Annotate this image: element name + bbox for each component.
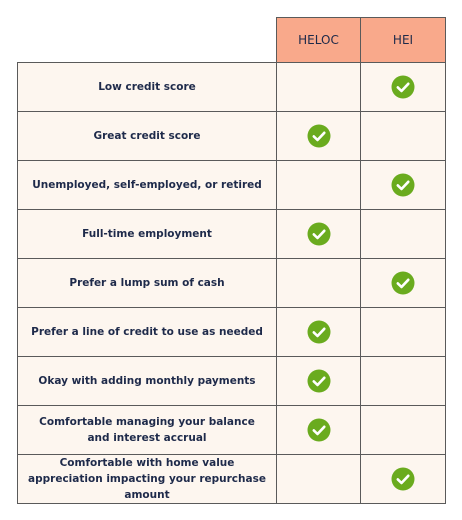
check-cell xyxy=(360,258,446,308)
table-row: Comfortable managing your balance and in… xyxy=(17,405,446,455)
check-icon xyxy=(391,271,415,295)
check-cell xyxy=(276,209,361,259)
column-header: HELOC xyxy=(276,17,361,63)
check-cell xyxy=(360,62,446,112)
check-cell xyxy=(360,405,446,455)
comparison-table: HELOC HEI Low credit score Great credit sc… xyxy=(17,17,446,504)
row-label: Prefer a line of credit to use as needed xyxy=(17,307,277,357)
row-label: Low credit score xyxy=(17,62,277,112)
row-label: Great credit score xyxy=(17,111,277,161)
check-icon xyxy=(391,75,415,99)
table-row: Prefer a lump sum of cash xyxy=(17,258,446,308)
row-label: Full-time employment xyxy=(17,209,277,259)
check-cell xyxy=(276,160,361,210)
check-cell xyxy=(276,62,361,112)
check-cell xyxy=(360,111,446,161)
table-row: Comfortable with home value appreciation… xyxy=(17,454,446,504)
check-icon xyxy=(307,222,330,246)
table: HELOC HEI Low credit score Great credit sc… xyxy=(17,17,446,504)
blank-header xyxy=(17,17,277,63)
check-cell xyxy=(360,356,446,406)
table-body: Low credit score Great credit score Unempl… xyxy=(17,62,446,504)
check-icon xyxy=(391,173,415,197)
check-cell xyxy=(360,307,446,357)
check-cell xyxy=(360,160,446,210)
check-cell xyxy=(276,405,361,455)
check-icon xyxy=(307,124,330,148)
row-label: Comfortable managing your balance and in… xyxy=(17,405,277,455)
table-row: Low credit score xyxy=(17,62,446,112)
check-icon xyxy=(307,369,330,393)
table-row: Unemployed, self-employed, or retired xyxy=(17,160,446,210)
check-cell xyxy=(276,356,361,406)
check-cell xyxy=(276,111,361,161)
table-row: Full-time employment xyxy=(17,209,446,259)
header-row: HELOC HEI xyxy=(17,17,446,63)
check-icon xyxy=(391,467,415,491)
check-cell xyxy=(360,454,446,504)
table-row: Great credit score xyxy=(17,111,446,161)
row-label: Comfortable with home value appreciation… xyxy=(17,454,277,504)
check-cell xyxy=(276,454,361,504)
table-row: Okay with adding monthly payments xyxy=(17,356,446,406)
row-label: Okay with adding monthly payments xyxy=(17,356,277,406)
check-cell xyxy=(276,258,361,308)
column-header: HEI xyxy=(360,17,446,63)
row-label: Unemployed, self-employed, or retired xyxy=(17,160,277,210)
check-icon xyxy=(307,418,330,442)
check-icon xyxy=(307,320,330,344)
check-cell xyxy=(360,209,446,259)
table-row: Prefer a line of credit to use as needed xyxy=(17,307,446,357)
row-label: Prefer a lump sum of cash xyxy=(17,258,277,308)
check-cell xyxy=(276,307,361,357)
